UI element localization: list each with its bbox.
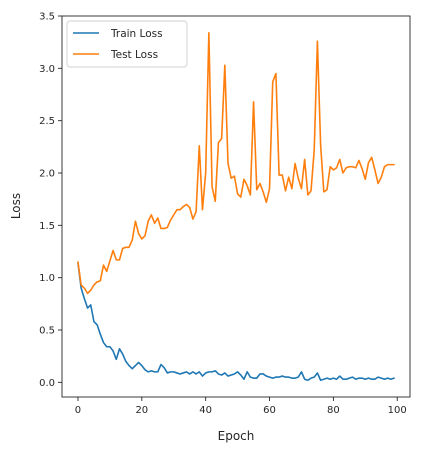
x-tick-label: 20 [135, 405, 148, 416]
y-axis-ticks: 0.0 0.5 1.0 1.5 2.0 2.5 3.0 3.5 [39, 12, 62, 389]
y-tick-label: 2.0 [39, 169, 55, 180]
legend-label-test-loss: Test Loss [110, 49, 158, 61]
x-tick-label: 40 [199, 405, 212, 416]
series-line-test-loss [77, 31, 395, 295]
x-tick-label: 0 [75, 405, 81, 416]
y-tick-label: 2.5 [39, 116, 55, 127]
y-tick-label: 3.5 [39, 12, 55, 23]
legend: Train Loss Test Loss [66, 20, 188, 68]
plot-frame [61, 15, 411, 398]
y-tick-label: 1.0 [39, 273, 55, 284]
y-axis-label: Loss [9, 193, 23, 219]
y-tick-label: 0.5 [39, 326, 55, 337]
y-tick-label: 0.0 [39, 378, 55, 389]
y-tick-label: 3.0 [39, 64, 55, 75]
series-layer [77, 31, 395, 382]
series-line-train-loss [77, 262, 395, 382]
y-tick-label: 1.5 [39, 221, 55, 232]
x-tick-label: 80 [327, 405, 340, 416]
legend-label-train-loss: Train Loss [110, 28, 163, 40]
x-axis-ticks: 0 20 40 60 80 100 [75, 397, 407, 416]
x-axis-label: Epoch [218, 429, 255, 443]
x-tick-label: 100 [388, 405, 407, 416]
x-tick-label: 60 [263, 405, 276, 416]
